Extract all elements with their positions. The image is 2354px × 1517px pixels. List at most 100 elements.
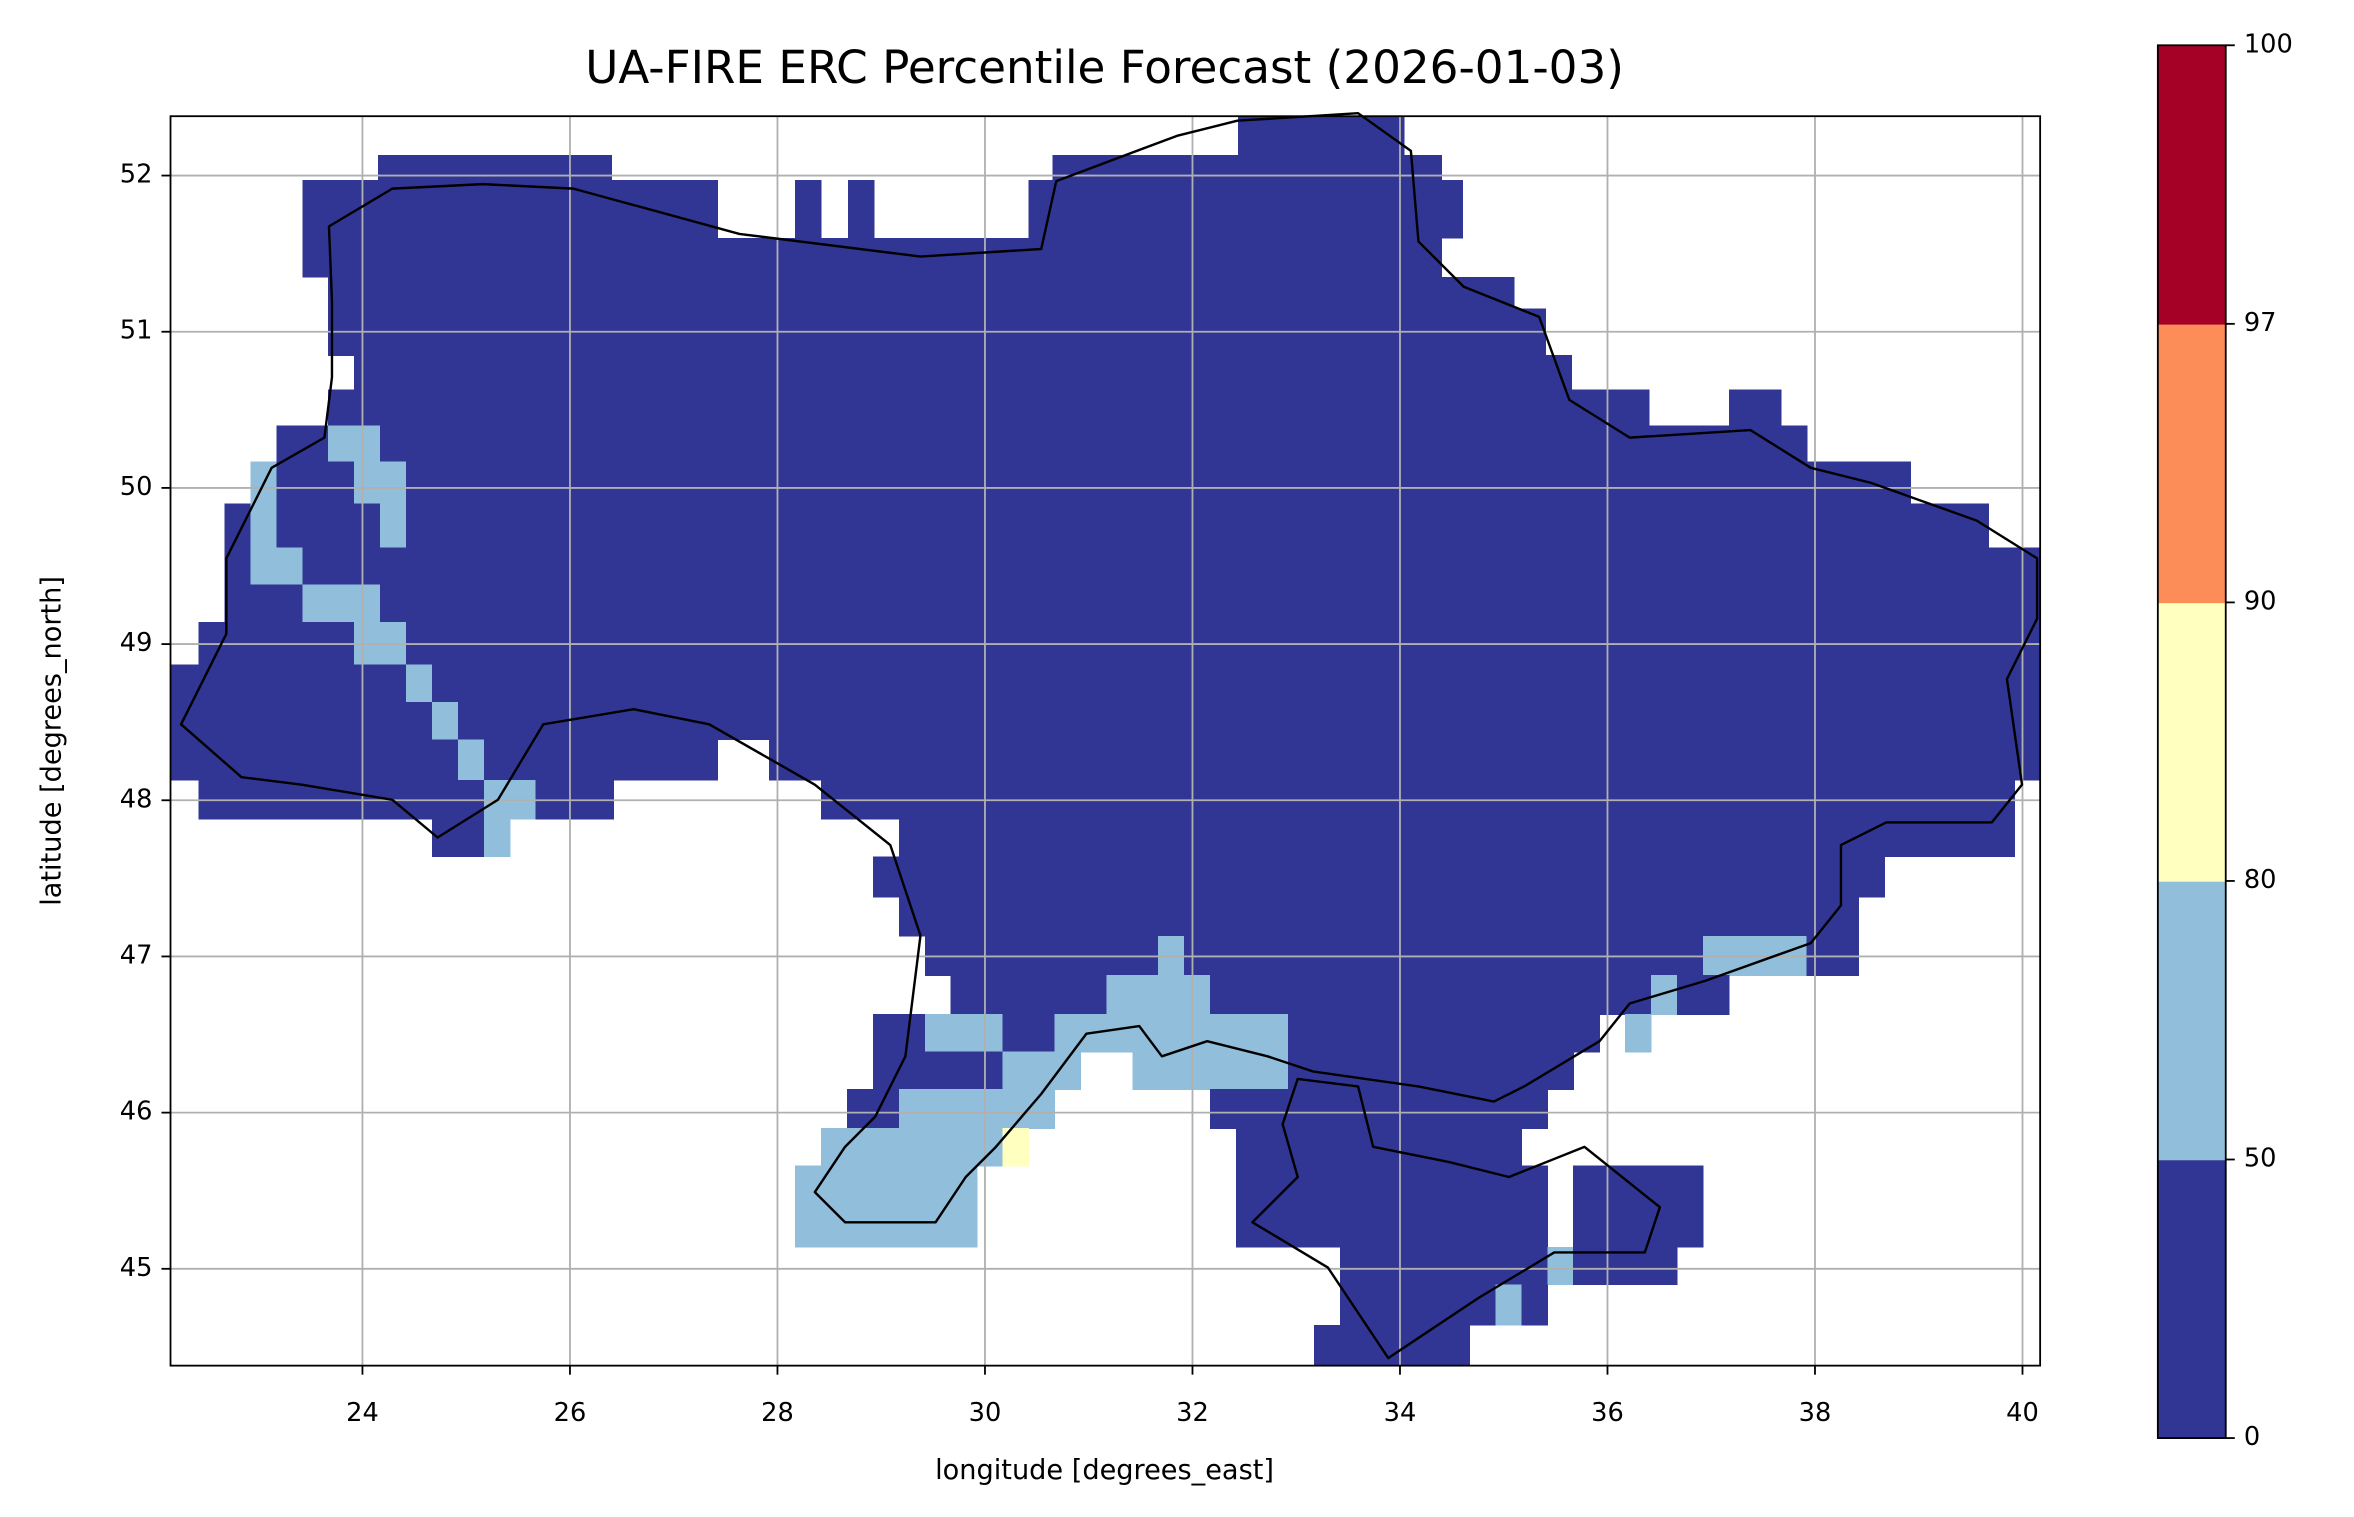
colorbar-segment xyxy=(2157,602,2226,882)
grid-cell xyxy=(1052,155,1443,181)
x-tick-label: 36 xyxy=(1591,1398,1624,1428)
grid-cell xyxy=(431,664,2041,703)
grid-cell xyxy=(1339,1246,1548,1286)
colorbar: 0 50 80 90 97 100 xyxy=(2156,29,2293,1452)
grid-cell xyxy=(1210,1089,1548,1129)
colorbar-tick-label: 0 xyxy=(2244,1422,2260,1452)
borders xyxy=(179,111,2039,1360)
grid-cell xyxy=(170,664,407,703)
grid-cell xyxy=(898,897,1860,937)
crimea-outline xyxy=(1251,1077,1662,1360)
colorbar-segment xyxy=(2157,323,2226,604)
grid-cell xyxy=(302,584,381,623)
y-tick-label: 48 xyxy=(120,784,153,814)
grid-cell xyxy=(328,425,381,462)
grid-cell xyxy=(846,1089,900,1129)
grid-cell xyxy=(170,701,433,740)
y-tick-label: 50 xyxy=(120,472,153,502)
colorbar-tick-label: 97 xyxy=(2244,308,2277,338)
grid-cell xyxy=(1132,1051,1289,1090)
raster xyxy=(170,116,2041,1367)
grid-cell xyxy=(406,664,433,703)
colorbar-tick-label: 100 xyxy=(2244,29,2293,59)
grid-cell xyxy=(354,355,1572,391)
grid-cell xyxy=(769,739,2041,781)
x-tick-label: 24 xyxy=(346,1398,379,1428)
x-tick-label: 32 xyxy=(1176,1398,1209,1428)
y-tick-label: 45 xyxy=(120,1253,153,1283)
grid-cell xyxy=(380,503,407,548)
grid-cell xyxy=(457,739,485,781)
colorbar-tick-label: 90 xyxy=(2244,586,2277,616)
colorbar-segment xyxy=(2157,1159,2226,1439)
grid-cell xyxy=(457,701,2041,740)
y-tick-label: 47 xyxy=(120,940,153,970)
grid-cell xyxy=(406,503,1989,548)
grid-cell xyxy=(483,819,511,858)
axes-frame xyxy=(169,115,2042,1367)
colorbar-tick-label: 50 xyxy=(2244,1144,2277,1174)
grid-cell xyxy=(872,1051,1004,1090)
grid-cell xyxy=(848,180,875,239)
grid-cell xyxy=(483,739,718,781)
grid-cell xyxy=(378,155,613,181)
grid-cell xyxy=(1002,1014,1056,1053)
grid-cell xyxy=(1573,1165,1704,1248)
grid-cell xyxy=(1106,975,1211,1015)
country-outline xyxy=(179,111,2039,1224)
grid-cell xyxy=(1521,1284,1548,1326)
grid-cell xyxy=(276,503,381,548)
colorbar-segment xyxy=(2157,45,2226,325)
grid-cell xyxy=(872,856,1886,898)
grid-cell xyxy=(1625,1014,1652,1053)
grid-cell xyxy=(170,739,459,781)
colorbar-tick-label: 80 xyxy=(2244,865,2277,895)
grid-cell xyxy=(328,389,1650,427)
grid-cell xyxy=(924,1014,1004,1053)
x-tick-label: 34 xyxy=(1384,1398,1417,1428)
grid-cell xyxy=(276,461,355,505)
grid-cell xyxy=(898,1089,1056,1129)
y-tick-label: 52 xyxy=(120,160,153,190)
grid-cell xyxy=(302,180,718,239)
grid-cell xyxy=(1728,389,1782,427)
grid-cell xyxy=(1495,1284,1522,1326)
grid-cell xyxy=(250,547,303,586)
grid-cell xyxy=(250,503,277,548)
grid-cell xyxy=(380,584,2041,623)
colorbar-segment xyxy=(2157,880,2226,1161)
x-tick-label: 30 xyxy=(969,1398,1002,1428)
x-axis-label: longitude [degrees_east] xyxy=(935,1455,1274,1486)
y-tick-label: 51 xyxy=(120,316,153,346)
grid-cell xyxy=(1238,116,1405,156)
grid-cell xyxy=(950,975,1107,1015)
grid-cell xyxy=(276,425,329,462)
y-axis-label: latitude [degrees_north] xyxy=(36,576,67,906)
grid-cell xyxy=(302,547,2041,586)
grid-cell xyxy=(380,425,1808,462)
grid-cell xyxy=(1313,1325,1471,1367)
grid-cell xyxy=(431,701,459,740)
grid-cell xyxy=(821,1128,1004,1167)
grid-cell xyxy=(328,277,1515,309)
grid-cell xyxy=(1236,1165,1548,1248)
chart-title: UA-FIRE ERC Percentile Forecast (2026-01… xyxy=(585,41,1624,94)
grid-cell xyxy=(224,503,252,548)
x-tick-label: 38 xyxy=(1799,1398,1832,1428)
grid-cell xyxy=(872,1014,926,1053)
x-tick-label: 40 xyxy=(2006,1398,2039,1428)
grid-cell xyxy=(224,584,303,623)
grid-cell xyxy=(795,1165,978,1248)
grid-cell xyxy=(795,180,822,239)
y-tick-label: 49 xyxy=(120,628,153,658)
grid-cell xyxy=(1287,1014,1600,1053)
grid-cell xyxy=(898,819,2015,858)
grid-cell xyxy=(302,238,1443,278)
grid-cell xyxy=(1028,180,1463,239)
colorbar-frame xyxy=(2156,44,2227,1439)
grid-cell xyxy=(1210,975,1652,1015)
x-tick-label: 26 xyxy=(554,1398,587,1428)
grid-cell xyxy=(406,461,1912,505)
